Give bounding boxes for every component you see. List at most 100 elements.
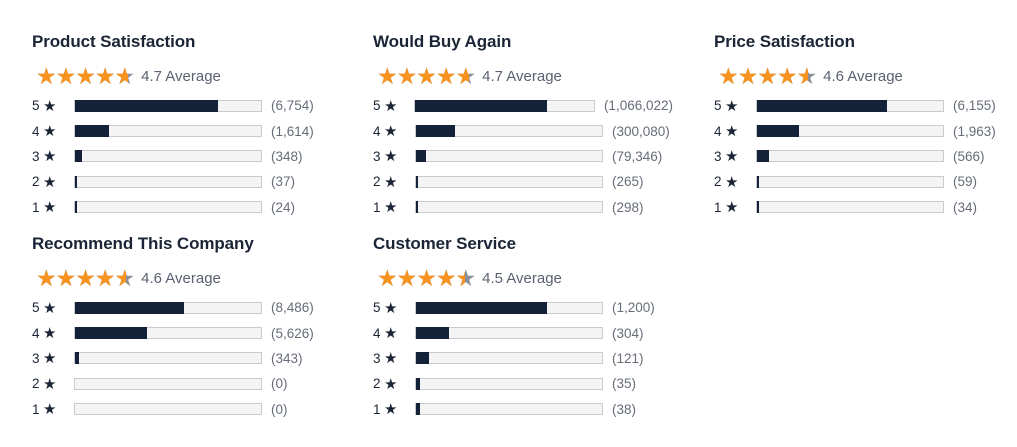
rating-row[interactable]: 5 ★ (1,200)	[373, 295, 673, 320]
rating-row[interactable]: 3 ★ (343)	[32, 346, 332, 371]
rating-bar[interactable]	[415, 352, 603, 365]
rating-count: (79,346)	[612, 148, 663, 164]
star-level: 4	[373, 123, 381, 139]
rating-bar[interactable]	[415, 301, 603, 314]
rating-bar[interactable]	[756, 175, 944, 188]
rating-row[interactable]: 3 ★ (348)	[32, 144, 332, 169]
rating-bar[interactable]	[756, 99, 944, 112]
rating-bar[interactable]	[74, 352, 262, 365]
rating-bar-fill	[757, 99, 888, 112]
rating-bar[interactable]	[756, 150, 944, 163]
rating-bar[interactable]	[756, 125, 944, 138]
rating-bar[interactable]	[74, 150, 262, 163]
average-rating: ★★★★★ ★★★★★ 4.6 Average	[32, 265, 332, 291]
star-level: 3	[32, 148, 40, 164]
rating-bar[interactable]	[415, 327, 603, 340]
rating-count: (37)	[271, 174, 296, 190]
rating-row[interactable]: 5 ★ (8,486)	[32, 295, 332, 320]
star-icon: ★	[43, 325, 57, 343]
rating-bar-fill	[75, 301, 185, 314]
star-level: 4	[32, 325, 40, 341]
rating-count: (348)	[271, 148, 303, 164]
rating-row[interactable]: 1 ★ (0)	[32, 397, 332, 422]
rating-row[interactable]: 4 ★ (5,626)	[32, 320, 332, 345]
average-label: 4.7 Average	[482, 67, 562, 85]
rating-bar[interactable]	[74, 201, 262, 214]
rating-bar[interactable]	[415, 377, 603, 390]
star-level: 4	[373, 325, 381, 341]
rating-row[interactable]: 2 ★ (0)	[32, 371, 332, 396]
star-level: 3	[373, 350, 381, 366]
rating-row[interactable]: 4 ★ (304)	[373, 320, 673, 345]
rating-row[interactable]: 5 ★ (6,754)	[32, 93, 332, 118]
rating-row[interactable]: 2 ★ (37)	[32, 169, 332, 194]
rating-count: (0)	[271, 376, 288, 392]
star-icon: ★	[384, 325, 398, 343]
average-label: 4.6 Average	[141, 269, 221, 287]
rating-row[interactable]: 1 ★ (34)	[714, 195, 1014, 220]
rating-count: (6,155)	[953, 98, 996, 114]
rating-bar[interactable]	[415, 175, 603, 188]
star-icon: ★	[43, 350, 57, 368]
rating-bar-fill	[75, 327, 148, 340]
star-icon: ★	[43, 173, 57, 191]
rating-bar[interactable]	[74, 99, 262, 112]
rating-row[interactable]: 5 ★ (6,155)	[714, 93, 1014, 118]
rating-bar[interactable]	[415, 403, 603, 416]
rating-row[interactable]: 3 ★ (566)	[714, 144, 1014, 169]
rating-bar[interactable]	[74, 377, 262, 390]
rating-bar-fill	[75, 99, 219, 112]
rating-bar[interactable]	[74, 175, 262, 188]
rating-row[interactable]: 2 ★ (59)	[714, 169, 1014, 194]
rating-bar-fill	[416, 150, 427, 163]
rating-bar[interactable]	[415, 125, 603, 138]
star-level: 2	[714, 174, 722, 190]
star-level: 1	[32, 401, 40, 417]
star-level: 2	[32, 174, 40, 190]
star-icon: ★	[384, 375, 398, 393]
rating-bar[interactable]	[413, 99, 595, 112]
rating-bar-fill	[75, 201, 77, 214]
star-icon: ★	[43, 401, 57, 419]
rating-row[interactable]: 4 ★ (1,963)	[714, 118, 1014, 143]
star-level: 4	[32, 123, 40, 139]
rating-row[interactable]: 1 ★ (24)	[32, 195, 332, 220]
rating-count: (24)	[271, 199, 296, 215]
star-level: 2	[373, 174, 381, 190]
rating-bar-fill	[416, 125, 455, 138]
star-icon: ★	[43, 299, 57, 317]
star-icon: ★	[384, 97, 398, 115]
rating-bar[interactable]	[415, 150, 603, 163]
rating-row[interactable]: 4 ★ (300,080)	[373, 118, 673, 143]
rating-count: (265)	[612, 174, 644, 190]
rating-bar[interactable]	[756, 201, 944, 214]
average-label: 4.7 Average	[141, 67, 221, 85]
star-level: 1	[373, 401, 381, 417]
rating-count: (343)	[271, 350, 303, 366]
rating-bar[interactable]	[415, 201, 603, 214]
rating-row[interactable]: 1 ★ (38)	[373, 397, 673, 422]
star-icon: ★	[384, 350, 398, 368]
rating-bar[interactable]	[74, 125, 262, 138]
rating-row[interactable]: 3 ★ (121)	[373, 346, 673, 371]
card-title: Would Buy Again	[373, 32, 512, 51]
rating-row[interactable]: 2 ★ (265)	[373, 169, 673, 194]
star-icon: ★	[725, 97, 739, 115]
star-icon: ★	[384, 148, 398, 166]
rating-row[interactable]: 3 ★ (79,346)	[373, 144, 673, 169]
star-rating-icon: ★★★★★★★★★★	[377, 63, 476, 89]
rating-row[interactable]: 5 ★ (1,066,022)	[373, 93, 673, 118]
star-level: 5	[32, 300, 40, 316]
rating-row[interactable]: 2 ★ (35)	[373, 371, 673, 396]
rating-card-product-satisfaction: Product Satisfaction ★★★★★ ★★★★★ 4.7 Aver…	[32, 31, 332, 220]
rating-bar[interactable]	[74, 301, 262, 314]
rating-bar[interactable]	[74, 403, 262, 416]
star-level: 2	[32, 376, 40, 392]
star-icon: ★	[384, 299, 398, 317]
rating-bar[interactable]	[74, 327, 262, 340]
rating-row[interactable]: 1 ★ (298)	[373, 195, 673, 220]
star-icon: ★	[725, 173, 739, 191]
average-rating: ★★★★★ ★★★★★ 4.6 Average	[714, 63, 1014, 89]
rating-bar-fill	[75, 175, 77, 188]
rating-row[interactable]: 4 ★ (1,614)	[32, 118, 332, 143]
